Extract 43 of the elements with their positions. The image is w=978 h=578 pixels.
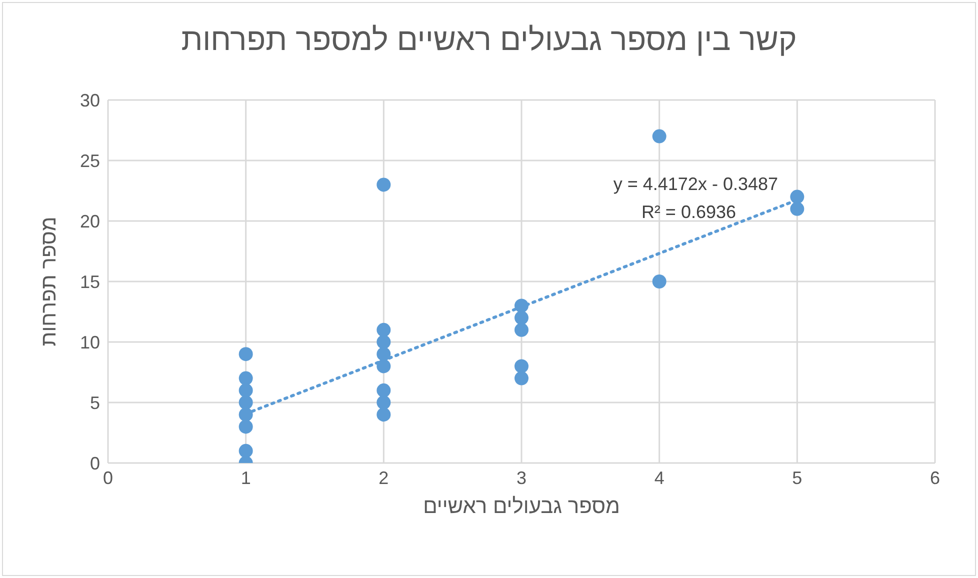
y-axis-title: מספר תפרחות	[37, 216, 60, 346]
annotation: y = 4.4172x - 0.3487	[613, 174, 778, 195]
point	[238, 408, 253, 422]
point	[514, 310, 528, 325]
x-tick-label: 2	[378, 468, 389, 488]
point	[376, 383, 391, 398]
point	[790, 190, 804, 204]
point	[652, 274, 666, 288]
point	[652, 129, 666, 144]
x-tick-label: 5	[792, 468, 802, 488]
y-tick-label: 30	[80, 90, 100, 110]
point	[376, 396, 391, 410]
point	[376, 178, 391, 192]
point	[514, 359, 528, 374]
x-tick-label: 6	[930, 468, 940, 488]
point	[238, 396, 253, 410]
y-tick-label: 5	[90, 392, 100, 413]
point	[376, 322, 391, 337]
point	[238, 444, 253, 458]
point	[376, 335, 391, 349]
x-tick-label: 1	[240, 468, 251, 488]
chart-title: קשר בין מספר גבעולים ראשיים למספר תפרחות	[180, 22, 798, 58]
y-tick-label: 0	[90, 453, 100, 474]
point	[238, 371, 253, 386]
point	[238, 420, 253, 434]
point	[514, 322, 528, 337]
point	[376, 347, 391, 362]
point	[238, 383, 253, 398]
point	[376, 359, 391, 374]
annotation: R² = 0.6936	[641, 202, 736, 223]
y-tick-label: 20	[80, 211, 100, 232]
x-tick-label: 0	[102, 468, 114, 488]
point	[376, 408, 391, 422]
x-axis-title: מספר גבעולים ראשיים	[423, 495, 620, 518]
y-tick-label: 25	[80, 150, 100, 171]
y-tick-label: 10	[80, 332, 100, 352]
y-tick-label: 15	[80, 272, 100, 292]
x-tick-label: 3	[516, 468, 527, 488]
point	[514, 298, 528, 313]
point	[514, 371, 528, 386]
point	[790, 202, 804, 216]
point	[238, 347, 253, 362]
x-tick-label: 4	[654, 468, 664, 488]
